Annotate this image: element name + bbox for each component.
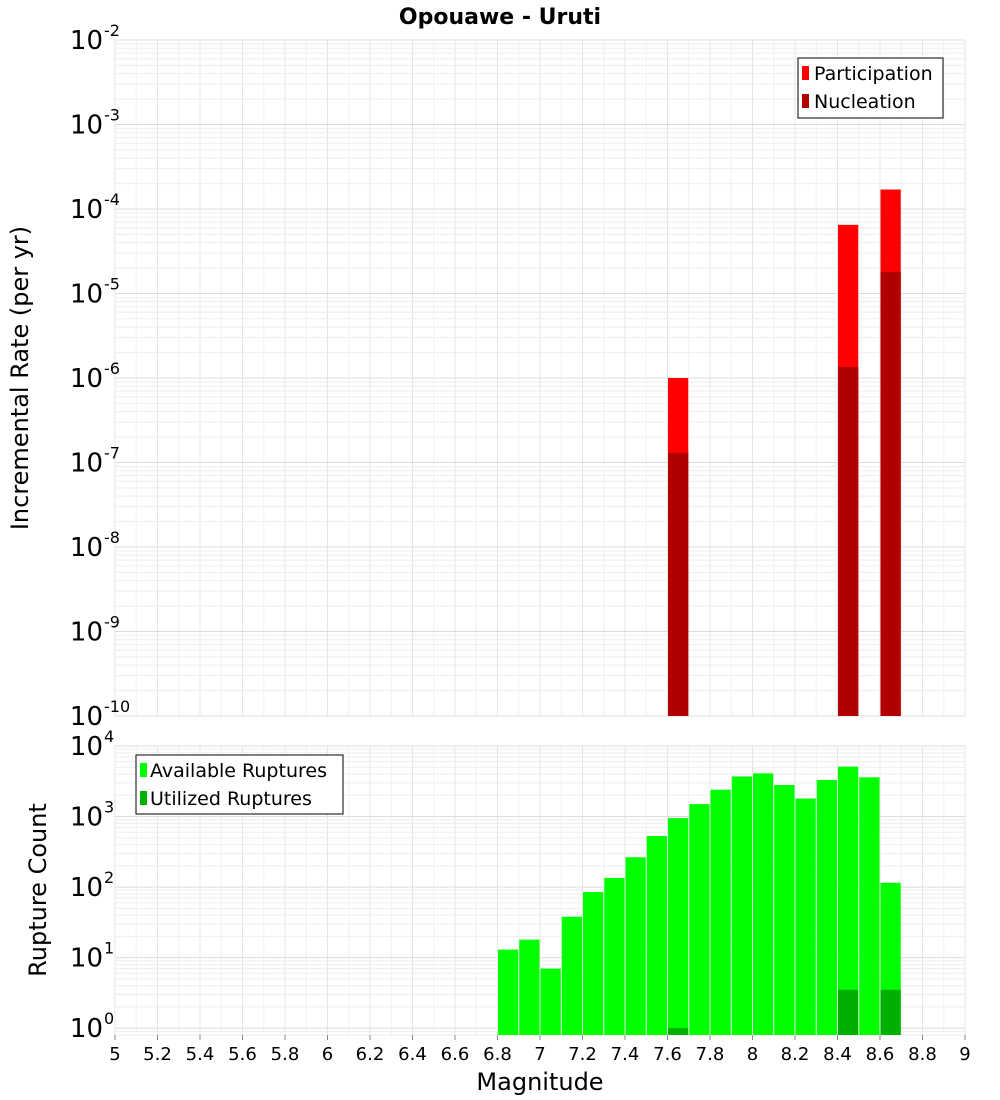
utilized-legend-swatch (140, 791, 147, 805)
count-bar-primary (625, 857, 646, 1035)
count-bar-secondary (838, 989, 859, 1035)
x-tick-label: 7.4 (611, 1044, 640, 1065)
x-tick-label: 5.6 (228, 1044, 257, 1065)
rate-y-tick-label: 10 (70, 195, 103, 225)
x-tick-label: 6.8 (483, 1044, 512, 1065)
nucleation-legend-label: Nucleation (814, 91, 916, 113)
rate-bars (668, 189, 901, 716)
rate-y-tick-label: 10 (70, 111, 103, 141)
x-tick-label: 8 (747, 1044, 758, 1065)
count-bar-primary (498, 949, 519, 1035)
x-tick-label: 5.8 (271, 1044, 300, 1065)
count-bars (498, 766, 901, 1035)
rate-y-tick-exponent: -3 (104, 106, 120, 125)
rate-y-tick-label: 10 (70, 280, 103, 310)
utilized-legend-label: Utilized Ruptures (150, 788, 312, 810)
count-y-tick-label: 10 (70, 1014, 103, 1044)
x-tick-label: 5 (109, 1044, 120, 1065)
rate-legend-box (797, 57, 944, 119)
rate-grid (114, 39, 966, 717)
count-bar-primary (540, 968, 561, 1035)
rate-y-tick-label: 10 (70, 26, 103, 56)
rate-bar-secondary (838, 366, 859, 716)
count-bar-primary (859, 777, 880, 1035)
count-y-tick-label: 10 (70, 732, 103, 762)
rate-y-tick-exponent: -6 (104, 359, 120, 378)
count-bar-primary (774, 784, 795, 1035)
magnitude-x-ticks: 5 5.2 5.4 5.6 5.8 6 6.2 6.4 6.6 6.8 7 7.2 7.4 7.6 7.8 8… (109, 1035, 971, 1065)
count-y-tick-exponent: 4 (104, 727, 114, 746)
x-tick-label: 6 (322, 1044, 333, 1065)
x-tick-label: 8.8 (908, 1044, 937, 1065)
count-legend: Available Ruptures Utilized Ruptures (135, 754, 344, 815)
count-y-tick-exponent: 0 (104, 1009, 114, 1028)
rate-y-tick-label: 10 (70, 618, 103, 648)
rate-y-tick-exponent: -9 (104, 613, 120, 632)
x-tick-label: 7.2 (568, 1044, 597, 1065)
count-bar-primary (710, 789, 731, 1035)
x-tick-label: 6.4 (398, 1044, 427, 1065)
count-bar-primary (816, 779, 837, 1035)
count-y-tick-exponent: 2 (104, 868, 114, 887)
nucleation-legend-swatch (802, 94, 809, 108)
count-y-tick-label: 10 (70, 873, 103, 903)
rate-bar-secondary (880, 271, 901, 716)
x-tick-label: 5.2 (143, 1044, 172, 1065)
rate-y-tick-label: 10 (70, 364, 103, 394)
rate-y-tick-exponent: -4 (104, 190, 120, 209)
x-tick-label: 9 (959, 1044, 970, 1065)
count-bar-primary (561, 916, 582, 1035)
chart-title: Opouawe - Uruti (399, 5, 601, 30)
count-bar-primary (646, 835, 667, 1035)
count-legend-box (135, 754, 344, 815)
x-tick-label: 8.4 (823, 1044, 852, 1065)
x-tick-label: 8.2 (781, 1044, 810, 1065)
count-bar-primary (795, 798, 816, 1035)
rate-y-tick-exponent: -2 (104, 21, 120, 40)
rate-y-tick-label: 10 (70, 533, 103, 563)
x-tick-label: 6.6 (441, 1044, 470, 1065)
rate-y-tick-exponent: -10 (104, 697, 130, 716)
x-tick-label: 6.2 (356, 1044, 385, 1065)
rate-y-axis-label: Incremental Rate (per yr) (6, 226, 34, 530)
count-bar-secondary (880, 989, 901, 1035)
x-tick-label: 7.8 (696, 1044, 725, 1065)
participation-legend-label: Participation (814, 63, 933, 85)
x-tick-label: 7 (534, 1044, 545, 1065)
count-y-tick-exponent: 3 (104, 798, 114, 817)
available-legend-swatch (140, 763, 147, 777)
rate-y-tick-exponent: -7 (104, 444, 120, 463)
count-y-tick-label: 10 (70, 944, 103, 974)
rate-y-tick-exponent: -8 (104, 528, 120, 547)
count-bar-primary (753, 773, 774, 1035)
x-tick-label: 7.6 (653, 1044, 682, 1065)
count-bar-primary (604, 877, 625, 1035)
count-y-tick-label: 10 (70, 803, 103, 833)
count-bar-primary (519, 939, 540, 1035)
count-bar-primary (689, 804, 710, 1035)
count-bar-primary (731, 776, 752, 1035)
rate-legend: Participation Nucleation (797, 57, 944, 119)
count-bar-primary (668, 818, 689, 1035)
count-bar-secondary (668, 1028, 689, 1035)
count-y-axis-label: Rupture Count (24, 803, 52, 977)
count-bar-primary (583, 892, 604, 1035)
x-axis-label: Magnitude (476, 1068, 603, 1096)
count-y-tick-exponent: 1 (104, 939, 114, 958)
rate-bar-secondary (668, 452, 689, 716)
count-bar-primary (838, 766, 859, 1035)
x-tick-label: 8.6 (866, 1044, 895, 1065)
rate-y-tick-label: 10 (70, 702, 103, 732)
rate-y-tick-label: 10 (70, 449, 103, 479)
x-tick-label: 5.4 (186, 1044, 215, 1065)
rate-y-tick-exponent: -5 (104, 275, 120, 294)
participation-legend-swatch (802, 66, 809, 80)
available-legend-label: Available Ruptures (150, 760, 327, 782)
